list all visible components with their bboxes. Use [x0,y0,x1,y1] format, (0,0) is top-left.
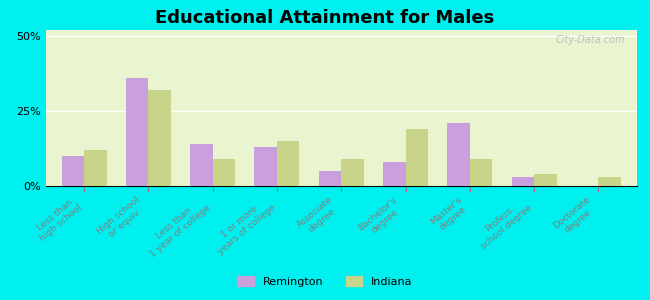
Bar [470,159,492,186]
Bar [126,78,148,186]
Bar [512,177,534,186]
Bar [62,156,84,186]
Text: Bachelor's
degree: Bachelor's degree [357,195,406,240]
Bar [254,147,277,186]
Bar [277,141,300,186]
Bar [406,129,428,186]
Text: Master's
degree: Master's degree [428,195,470,234]
Legend: Remington, Indiana: Remington, Indiana [233,272,417,291]
Bar [190,144,213,186]
Text: Doctorate
degree: Doctorate degree [551,195,599,239]
Bar [213,159,235,186]
Bar [447,123,470,186]
Bar [318,171,341,186]
Text: Less than
1 year of college: Less than 1 year of college [142,195,213,259]
Text: Profess.
school degree: Profess. school degree [473,195,534,251]
Text: Educational Attainment for Males: Educational Attainment for Males [155,9,495,27]
Bar [599,177,621,186]
Bar [534,174,556,186]
Text: City-Data.com: City-Data.com [556,35,625,45]
Text: Less than
high school: Less than high school [32,195,84,243]
Bar [341,159,364,186]
Text: High school
or equiv.: High school or equiv. [96,195,148,244]
Bar [84,150,107,186]
Bar [383,162,406,186]
Text: 1 or more
years of college: 1 or more years of college [209,195,277,256]
Text: Associate
degree: Associate degree [296,195,341,238]
Bar [148,90,171,186]
